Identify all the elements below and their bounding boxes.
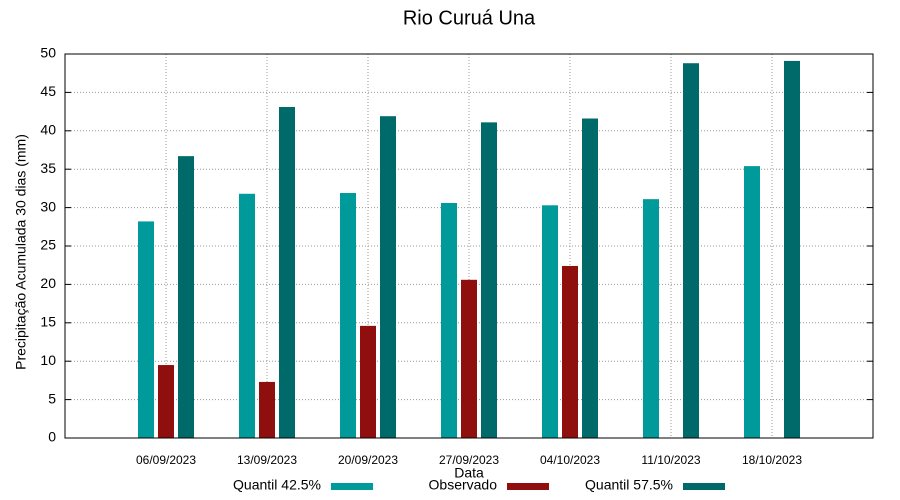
legend-swatch [331, 483, 373, 490]
x-tick-label: 20/09/2023 [338, 453, 398, 467]
bar [380, 116, 396, 438]
y-tick-label: 15 [40, 314, 56, 330]
bar [481, 122, 497, 439]
bar [643, 199, 659, 438]
bar [542, 205, 558, 438]
bar [744, 166, 760, 439]
bar [360, 325, 376, 438]
x-axis-label: Data [454, 465, 484, 481]
y-tick-label: 0 [48, 429, 56, 445]
bar [138, 221, 154, 438]
y-tick-label: 25 [40, 237, 56, 253]
legend-swatch [507, 483, 549, 490]
bar [239, 193, 255, 438]
x-tick-label: 06/09/2023 [136, 453, 196, 467]
bar [582, 118, 598, 439]
bar [178, 156, 194, 439]
y-tick-label: 10 [40, 352, 56, 368]
y-tick-label: 40 [40, 122, 56, 138]
chart-title: Rio Curuá Una [403, 7, 536, 29]
bar [562, 265, 578, 438]
bar [784, 60, 800, 439]
y-axis-label: Precipitação Acumulada 30 dias (mm) [13, 134, 29, 370]
legend-label: Observado [429, 477, 498, 493]
y-tick-label: 20 [40, 275, 56, 291]
x-tick-label: 13/09/2023 [237, 453, 297, 467]
x-tick-label: 27/09/2023 [439, 453, 499, 467]
x-tick-label: 11/10/2023 [641, 453, 700, 467]
y-tick-label: 45 [40, 83, 56, 99]
legend-swatch [683, 483, 725, 490]
legend-label: Quantil 42.5% [233, 477, 321, 493]
bar [259, 381, 275, 438]
legend-label: Quantil 57.5% [585, 477, 673, 493]
x-tick-label: 04/10/2023 [540, 453, 600, 467]
bar [461, 279, 477, 438]
bar [158, 365, 174, 438]
y-tick-label: 5 [48, 390, 56, 406]
y-tick-label: 50 [40, 45, 56, 61]
y-tick-label: 30 [40, 198, 56, 214]
bar [340, 193, 356, 438]
bar [441, 202, 457, 438]
x-tick-label: 18/10/2023 [742, 453, 802, 467]
bar [279, 106, 295, 438]
plot-frame [64, 53, 874, 439]
y-tick-label: 35 [40, 160, 56, 176]
bar [683, 63, 699, 438]
